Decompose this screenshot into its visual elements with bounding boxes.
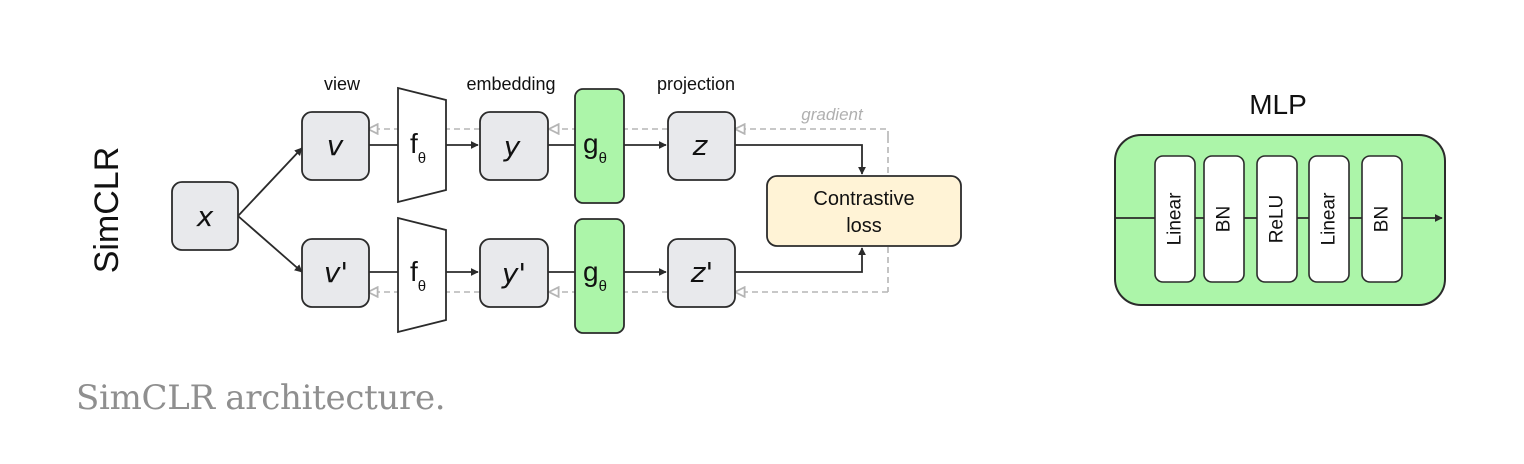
column-label-embedding: embedding [466, 74, 555, 94]
projection-node-top [667, 111, 736, 181]
encoder-bottom [397, 216, 447, 334]
projector-top-label: gθ [583, 128, 607, 167]
contrastive-loss-line2: loss [846, 215, 882, 237]
encoder-top [397, 86, 447, 204]
column-label-projection: projection [657, 74, 735, 94]
simclr-side-title: SimCLR [88, 147, 126, 274]
embedding-node-top-label: y [503, 130, 521, 163]
view-node-top-label: v [327, 129, 344, 162]
mlp-layer-5-label: BN [1372, 206, 1393, 232]
gradient-label: gradient [801, 105, 864, 124]
mlp-layer-2: BN [1203, 155, 1245, 283]
arrow-z-to-loss [734, 144, 866, 175]
mlp-layer-1-label: Linear [1165, 192, 1186, 245]
projection-node-bottom-label: z' [690, 256, 713, 289]
column-label-view: view [324, 74, 361, 94]
gradient-path-top [735, 129, 889, 137]
input-node-x-label: x [196, 200, 214, 233]
embedding-node-top [479, 111, 549, 181]
contrastive-loss-box [766, 175, 962, 247]
projector-bottom [574, 218, 625, 334]
contrastive-loss-line1: Contrastive [813, 188, 914, 210]
figure-caption: SimCLR architecture. [76, 378, 446, 418]
projection-node-bottom [667, 238, 736, 308]
forward-arrows [237, 141, 866, 276]
arrow-z-prime-to-loss [734, 247, 866, 273]
encoder-top-label: fθ [410, 128, 426, 167]
view-node-top [301, 111, 370, 181]
input-node-x [171, 181, 239, 251]
view-node-bottom-label: v' [324, 256, 348, 289]
mlp-layer-3: ReLU [1256, 155, 1298, 283]
embedding-node-bottom-label: y' [501, 257, 526, 290]
mlp-layer-2-label: BN [1214, 206, 1235, 232]
mlp-layer-1: Linear [1154, 155, 1196, 283]
arrow-x-to-v-prime [237, 215, 303, 273]
view-node-bottom [301, 238, 370, 308]
mlp-layer-3-label: ReLU [1267, 195, 1288, 244]
projection-node-top-label: z [692, 129, 709, 162]
arrow-x-to-v [237, 147, 303, 217]
mlp-layer-5: BN [1361, 155, 1403, 283]
embedding-node-bottom [479, 238, 549, 308]
mlp-layer-4-label: Linear [1319, 192, 1340, 245]
projector-top [574, 88, 625, 204]
mlp-layer-4: Linear [1308, 155, 1350, 283]
projector-bottom-label: gθ [583, 256, 607, 295]
encoder-bottom-label: fθ [410, 256, 426, 295]
mlp-title: MLP [1249, 89, 1307, 120]
